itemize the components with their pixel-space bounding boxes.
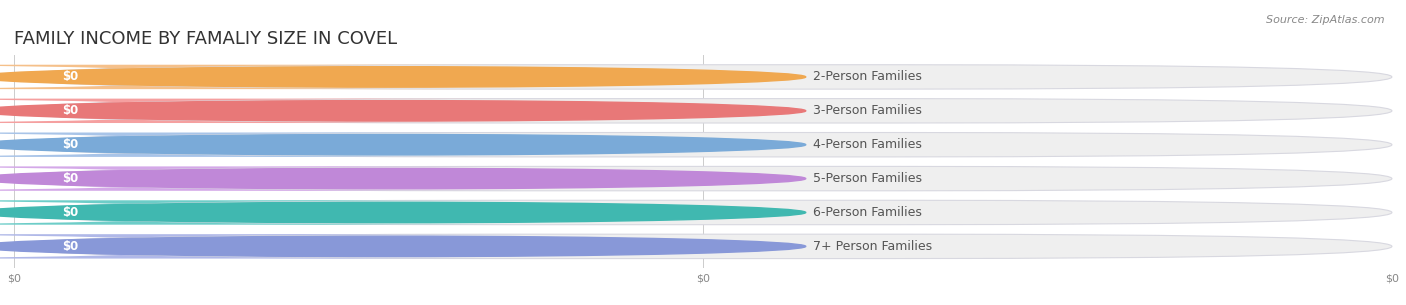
Text: 4-Person Families: 4-Person Families: [813, 138, 921, 151]
Text: $0: $0: [63, 240, 79, 253]
Circle shape: [0, 67, 806, 87]
Text: $0: $0: [63, 206, 79, 219]
Text: 6-Person Families: 6-Person Families: [813, 206, 921, 219]
FancyBboxPatch shape: [14, 234, 1392, 259]
Text: FAMILY INCOME BY FAMALIY SIZE IN COVEL: FAMILY INCOME BY FAMALIY SIZE IN COVEL: [14, 30, 396, 48]
Text: 5-Person Families: 5-Person Families: [813, 172, 921, 185]
FancyBboxPatch shape: [0, 65, 510, 89]
FancyBboxPatch shape: [14, 65, 1392, 89]
FancyBboxPatch shape: [14, 200, 1392, 225]
Text: $0: $0: [63, 138, 79, 151]
Circle shape: [0, 101, 806, 121]
Text: 7+ Person Families: 7+ Person Families: [813, 240, 932, 253]
Text: 3-Person Families: 3-Person Families: [813, 104, 921, 117]
Text: $0: $0: [63, 70, 79, 84]
Text: 2-Person Families: 2-Person Families: [813, 70, 921, 84]
Text: $0: $0: [63, 172, 79, 185]
Circle shape: [0, 168, 806, 189]
Text: Source: ZipAtlas.com: Source: ZipAtlas.com: [1267, 15, 1385, 25]
FancyBboxPatch shape: [0, 99, 510, 123]
FancyBboxPatch shape: [14, 99, 1392, 123]
FancyBboxPatch shape: [14, 167, 1392, 191]
FancyBboxPatch shape: [0, 167, 510, 191]
FancyBboxPatch shape: [0, 200, 510, 225]
Text: $0: $0: [63, 104, 79, 117]
FancyBboxPatch shape: [14, 132, 1392, 157]
FancyBboxPatch shape: [0, 234, 510, 259]
Circle shape: [0, 202, 806, 223]
Circle shape: [0, 236, 806, 257]
Circle shape: [0, 135, 806, 155]
FancyBboxPatch shape: [0, 132, 510, 157]
